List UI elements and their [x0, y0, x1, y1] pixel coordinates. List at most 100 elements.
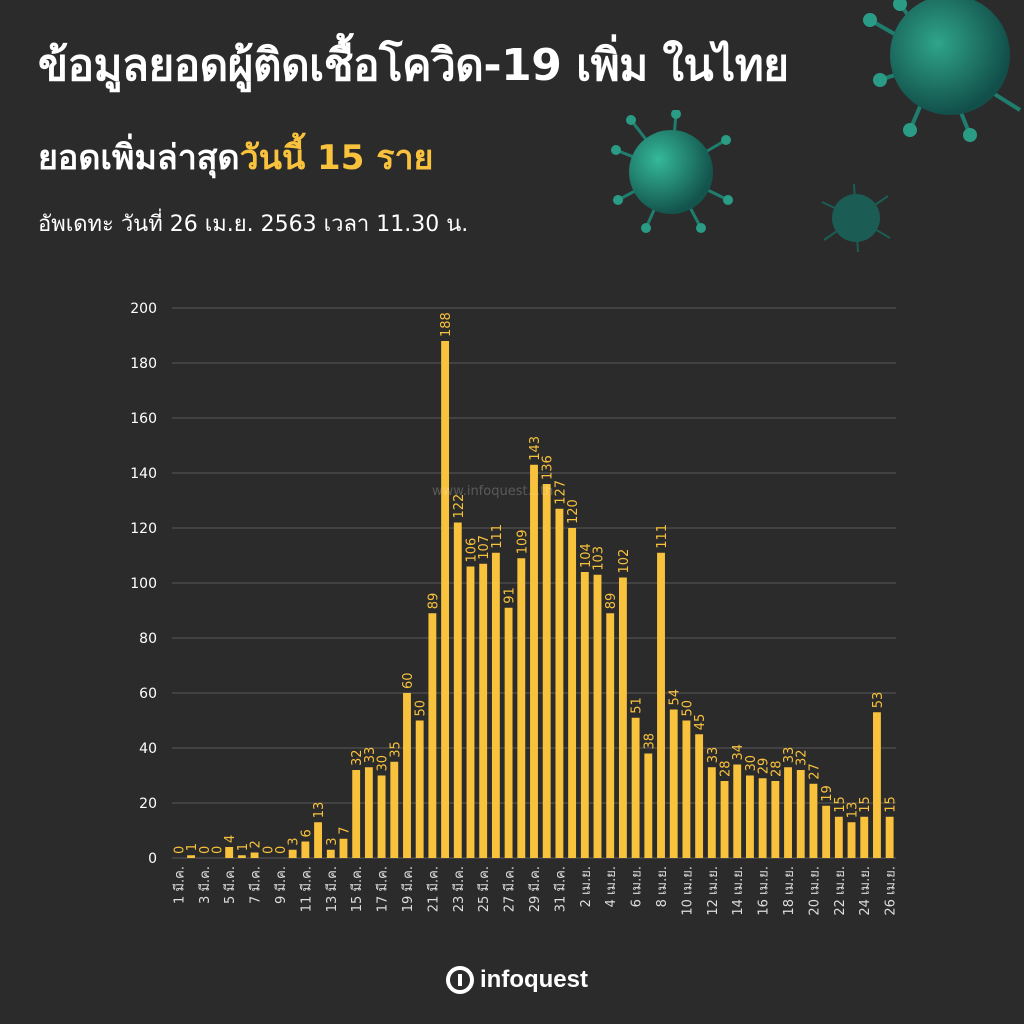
bar — [314, 822, 323, 858]
x-tick-label: 2 เม.ย. — [579, 866, 594, 907]
x-tick-label: 5 มี.ค. — [222, 866, 238, 904]
bar — [466, 566, 475, 858]
data-label: 50 — [414, 700, 429, 717]
data-label: 15 — [858, 796, 873, 813]
x-tick-label: 6 เม.ย. — [630, 866, 645, 907]
virus-illustration-medium — [611, 110, 733, 233]
data-label: 30 — [376, 755, 391, 772]
data-label: 102 — [617, 549, 632, 574]
y-tick-label: 20 — [139, 796, 157, 812]
data-label: 53 — [871, 692, 886, 709]
bar — [504, 607, 513, 858]
data-label: 91 — [503, 587, 518, 604]
data-label: 28 — [769, 760, 784, 777]
data-label: 143 — [528, 436, 543, 461]
x-tick-label: 4 เม.ย. — [604, 866, 619, 907]
bar — [339, 838, 348, 858]
data-label: 107 — [477, 535, 492, 560]
x-tick-label: 19 มี.ค. — [400, 866, 416, 912]
x-tick-label: 27 มี.ค. — [502, 866, 518, 912]
x-tick-label: 15 มี.ค. — [349, 866, 365, 912]
data-label: 50 — [680, 700, 695, 717]
bar — [288, 849, 297, 858]
bar — [860, 816, 869, 858]
x-tick-label: 18 เม.ย. — [782, 866, 797, 916]
bar — [568, 528, 577, 858]
data-label: 45 — [693, 714, 708, 731]
bar — [237, 855, 246, 858]
data-label: 33 — [363, 747, 378, 764]
bar — [682, 720, 691, 858]
x-tick-label: 20 เม.ย. — [807, 866, 822, 916]
bar — [885, 816, 894, 858]
data-label: 38 — [642, 733, 657, 750]
bar — [873, 712, 881, 858]
data-label: 89 — [604, 593, 619, 610]
bar — [225, 847, 234, 858]
bar — [250, 852, 259, 858]
infoquest-logo: infoquest — [446, 962, 588, 998]
bar — [733, 764, 742, 858]
info-magnifier-icon — [446, 966, 474, 994]
x-tick-label: 14 เม.ย. — [731, 866, 746, 916]
y-tick-label: 0 — [148, 851, 157, 867]
watermark: www.infoquest...th — [432, 484, 554, 499]
bar — [593, 574, 602, 858]
y-tick-label: 100 — [130, 576, 157, 592]
data-label: 109 — [515, 529, 530, 554]
data-label: 188 — [439, 312, 454, 337]
bar — [669, 709, 678, 858]
bar — [771, 781, 780, 858]
bar — [822, 805, 831, 858]
logo-text: infoquest — [480, 966, 588, 993]
bar — [301, 841, 310, 858]
data-label: 103 — [592, 546, 607, 571]
data-label: 1 — [185, 843, 200, 851]
data-label: 106 — [464, 538, 479, 563]
data-label: 0 — [172, 846, 187, 854]
bar — [491, 552, 500, 858]
data-label: 0 — [210, 846, 225, 854]
data-label: 4 — [223, 835, 238, 843]
x-tick-label: 1 มี.ค. — [171, 866, 187, 904]
data-label: 136 — [541, 455, 556, 480]
y-tick-label: 200 — [130, 301, 157, 317]
bar — [695, 734, 704, 858]
bar — [580, 572, 589, 858]
data-label: 104 — [579, 543, 594, 568]
bar — [517, 558, 526, 858]
data-label: 34 — [731, 744, 746, 761]
bar — [428, 613, 437, 858]
bar — [745, 775, 754, 858]
data-label: 51 — [630, 697, 645, 714]
data-label: 3 — [287, 837, 302, 845]
bar — [390, 761, 399, 858]
updated-timestamp: อัพเดทะ วันที่ 26 เม.ย. 2563 เวลา 11.30 … — [38, 212, 469, 237]
x-tick-label: 24 เม.ย. — [858, 866, 873, 916]
data-label: 60 — [401, 672, 416, 689]
x-tick-label: 16 เม.ย. — [757, 866, 772, 916]
x-tick-label: 23 มี.ค. — [451, 866, 467, 912]
x-tick-label: 12 เม.ย. — [706, 866, 721, 916]
data-label: 2 — [249, 840, 264, 848]
y-tick-label: 140 — [130, 466, 157, 482]
bar — [758, 778, 767, 858]
x-tick-label: 31 มี.ค. — [552, 866, 568, 912]
subtitle-prefix: ยอดเพิ่มล่าสุด — [38, 138, 240, 178]
data-label: 0 — [198, 846, 213, 854]
data-label: 28 — [719, 760, 734, 777]
x-tick-label: 7 มี.ค. — [248, 866, 264, 904]
data-label: 89 — [426, 593, 441, 610]
bar — [707, 767, 716, 858]
subtitle-highlight: วันนี้ 15 ราย — [239, 138, 434, 178]
bar — [530, 464, 538, 858]
x-tick-label: 10 เม.ย. — [680, 866, 695, 916]
bar — [415, 720, 424, 858]
data-label: 0 — [274, 846, 289, 854]
bar — [720, 781, 729, 858]
bar — [377, 775, 386, 858]
virus-illustration-large — [863, 0, 1022, 142]
bar — [403, 693, 411, 858]
data-label: 120 — [566, 499, 581, 524]
